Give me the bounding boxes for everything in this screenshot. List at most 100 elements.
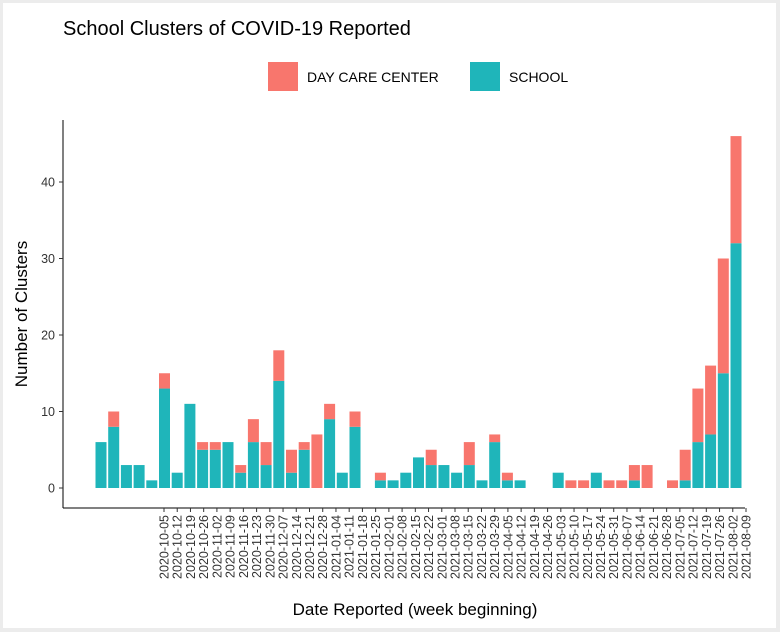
y-tick-label: 20 — [41, 329, 55, 343]
bar-day-care — [197, 442, 209, 450]
x-tick-label: 2021-04-12 — [515, 515, 529, 579]
bar-day-care — [159, 373, 170, 389]
bar-school — [413, 457, 424, 488]
x-tick-label: 2021-05-10 — [568, 515, 582, 579]
bar-school — [590, 472, 602, 488]
bar-school — [235, 472, 247, 488]
x-tick-label: 2020-10-26 — [197, 515, 211, 579]
x-tick-label: 2020-11-02 — [210, 515, 224, 578]
x-tick-label: 2021-07-26 — [713, 515, 727, 579]
x-tick-label: 2020-10-12 — [171, 515, 185, 579]
x-tick-label: 2021-03-01 — [435, 515, 449, 579]
bar-day-care — [425, 449, 437, 466]
x-tick-label: 2021-03-08 — [449, 515, 463, 579]
bar-day-care — [108, 411, 120, 427]
x-tick-label: 2021-01-04 — [329, 515, 343, 579]
y-tick-label: 40 — [41, 176, 55, 190]
bar-school — [349, 426, 361, 488]
bar-school — [514, 480, 526, 488]
x-tick-label: 2021-03-15 — [462, 515, 476, 579]
bar-day-care — [489, 434, 501, 443]
x-tick-label: 2021-04-05 — [501, 515, 515, 579]
bar-day-care — [311, 434, 323, 488]
bar-school — [451, 472, 463, 488]
x-tick-label: 2021-02-08 — [396, 515, 410, 579]
x-tick-label: 2021-02-15 — [409, 515, 423, 579]
bar-school — [705, 434, 717, 488]
x-tick-label: 2021-07-19 — [700, 515, 714, 579]
x-axis-ticks: 2020-10-05 2020-10-12 2020-10-19 2020-10-26… — [158, 508, 754, 579]
bar-day-care — [209, 442, 221, 450]
bar-day-care — [730, 136, 742, 244]
x-tick-label: 2020-12-07 — [277, 515, 291, 579]
x-tick-label: 2020-10-05 — [158, 515, 172, 579]
bar-school — [400, 472, 412, 488]
bar-school — [374, 480, 386, 488]
bar-school — [324, 419, 336, 488]
y-tick-label: 10 — [41, 405, 55, 419]
x-tick-label: 2020-11-16 — [237, 515, 251, 578]
y-tick-label: 0 — [48, 482, 55, 496]
x-tick-label: 2021-06-21 — [647, 515, 661, 579]
x-tick-label: 2020-10-19 — [184, 515, 198, 579]
bar-school — [730, 243, 742, 488]
x-tick-label: 2021-02-01 — [382, 515, 396, 579]
bar-school — [717, 373, 729, 488]
bar-school — [108, 426, 120, 488]
x-tick-label: 2021-05-03 — [554, 515, 568, 579]
x-tick-label: 2021-04-19 — [528, 515, 542, 579]
x-tick-label: 2021-07-12 — [687, 515, 701, 579]
bar-school — [438, 465, 450, 488]
chart-panel: School Clusters of COVID-19 Reported DAY… — [3, 3, 776, 628]
x-tick-label: 2021-06-14 — [634, 515, 648, 579]
x-tick-label: 2021-08-02 — [726, 515, 740, 579]
bar-day-care — [247, 419, 259, 443]
bar-school — [273, 380, 285, 488]
bar-day-care — [235, 465, 247, 473]
bar-day-care — [616, 480, 628, 488]
x-tick-label: 2021-03-22 — [475, 515, 489, 579]
bar-day-care — [717, 258, 729, 374]
bar-school — [209, 449, 221, 488]
bar-school — [489, 442, 501, 488]
x-tick-label: 2021-06-07 — [620, 515, 634, 579]
bar-school — [336, 472, 348, 488]
bar-day-care — [603, 480, 615, 488]
bar-day-care — [463, 442, 475, 466]
bar-school — [171, 472, 183, 488]
bars — [95, 136, 742, 488]
bar-day-care — [273, 350, 285, 381]
legend-label-day-care: DAY CARE CENTER — [307, 69, 439, 85]
legend: DAY CARE CENTER SCHOOL — [268, 62, 568, 91]
bar-school — [286, 472, 297, 488]
legend-swatch-day-care — [268, 62, 298, 91]
x-tick-label: 2021-04-26 — [541, 515, 555, 579]
bar-school — [552, 472, 564, 488]
chart-title: School Clusters of COVID-19 Reported — [63, 18, 411, 40]
x-tick-label: 2020-11-09 — [224, 515, 238, 578]
bar-day-care — [349, 411, 361, 427]
bar-school — [184, 403, 196, 488]
bar-school — [247, 442, 259, 488]
bar-school — [159, 388, 170, 488]
bar-day-care — [501, 472, 513, 481]
bar-day-care — [298, 442, 310, 450]
x-tick-label: 2021-01-25 — [369, 515, 383, 579]
bar-day-care — [667, 480, 678, 488]
x-tick-label: 2021-06-28 — [660, 515, 674, 579]
bar-day-care — [578, 480, 590, 488]
bar-school — [260, 465, 272, 488]
bar-day-care — [374, 472, 386, 481]
bar-day-care — [286, 449, 297, 473]
bar-school — [463, 465, 475, 488]
bar-school — [476, 480, 488, 488]
x-tick-label: 2021-07-05 — [673, 515, 687, 579]
x-tick-label: 2021-05-24 — [594, 515, 608, 579]
bar-day-care — [260, 442, 272, 466]
x-tick-label: 2020-11-30 — [263, 515, 277, 578]
bar-school — [628, 480, 640, 488]
x-tick-label: 2021-08-09 — [740, 515, 754, 579]
bar-school — [387, 480, 399, 488]
y-tick-label: 30 — [41, 252, 55, 266]
